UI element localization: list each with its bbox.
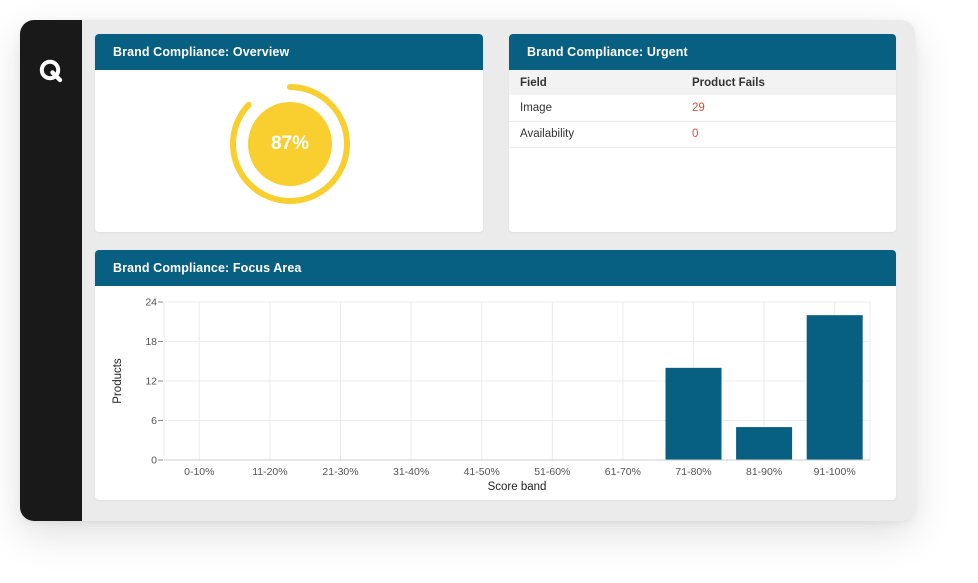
table-row[interactable]: Availability 0 bbox=[509, 121, 896, 148]
x-tick-label: 31-40% bbox=[393, 466, 429, 478]
focus-area-panel: Brand Compliance: Focus Area 0 6 12 18 24 0-1… bbox=[95, 250, 896, 500]
q-logo-icon[interactable] bbox=[38, 58, 64, 84]
x-tick-label: 81-90% bbox=[746, 466, 782, 478]
urgent-table: Field Product Fails Image 29 Availabilit… bbox=[509, 70, 896, 148]
urgent-panel-title: Brand Compliance: Urgent bbox=[509, 34, 896, 70]
x-tick-label: 91-100% bbox=[814, 466, 856, 478]
column-header-product-fails[interactable]: Product Fails bbox=[692, 70, 896, 95]
row-field: Availability bbox=[509, 121, 692, 148]
y-axis-title: Products bbox=[112, 358, 124, 404]
x-tick-label: 41-50% bbox=[464, 466, 500, 478]
overview-panel-title: Brand Compliance: Overview bbox=[95, 34, 483, 70]
focus-area-panel-title: Brand Compliance: Focus Area bbox=[95, 250, 896, 286]
y-tick-label: 6 bbox=[151, 415, 157, 427]
x-tick-label: 61-70% bbox=[605, 466, 641, 478]
table-row[interactable]: Image 29 bbox=[509, 95, 896, 122]
dashboard-window: Brand Compliance: Overview 87% Brand Com… bbox=[20, 20, 915, 521]
row-field: Image bbox=[509, 95, 692, 122]
x-tick-label: 21-30% bbox=[322, 466, 358, 478]
x-tick-label: 0-10% bbox=[184, 466, 214, 478]
column-header-field[interactable]: Field bbox=[509, 70, 692, 95]
sidebar bbox=[20, 20, 82, 521]
y-tick-label: 12 bbox=[145, 376, 157, 388]
table-header-row: Field Product Fails bbox=[509, 70, 896, 95]
overview-panel: Brand Compliance: Overview 87% bbox=[95, 34, 483, 232]
compliance-donut: 87% bbox=[228, 82, 352, 206]
y-tick-label: 24 bbox=[145, 297, 157, 309]
y-tick-label: 0 bbox=[151, 455, 157, 467]
row-product-fails: 29 bbox=[692, 95, 896, 122]
score-band-bar-chart: 0 6 12 18 24 0-10% 11-20% 21-30% 31-40% 41-50% 51-… bbox=[112, 297, 871, 493]
bar-81-90% bbox=[736, 427, 793, 460]
bar-71-80% bbox=[665, 367, 722, 460]
donut-core bbox=[248, 102, 332, 186]
y-tick-label: 18 bbox=[145, 336, 157, 348]
bar-91-100% bbox=[806, 315, 863, 460]
x-tick-label: 51-60% bbox=[534, 466, 570, 478]
x-tick-label: 71-80% bbox=[675, 466, 711, 478]
urgent-panel: Brand Compliance: Urgent Field Product F… bbox=[509, 34, 896, 232]
x-tick-label: 11-20% bbox=[252, 466, 287, 478]
x-axis-title: Score band bbox=[488, 481, 547, 493]
compliance-percent: 87% bbox=[270, 133, 310, 154]
donut-progress-arc bbox=[230, 84, 350, 204]
row-product-fails: 0 bbox=[692, 121, 896, 148]
